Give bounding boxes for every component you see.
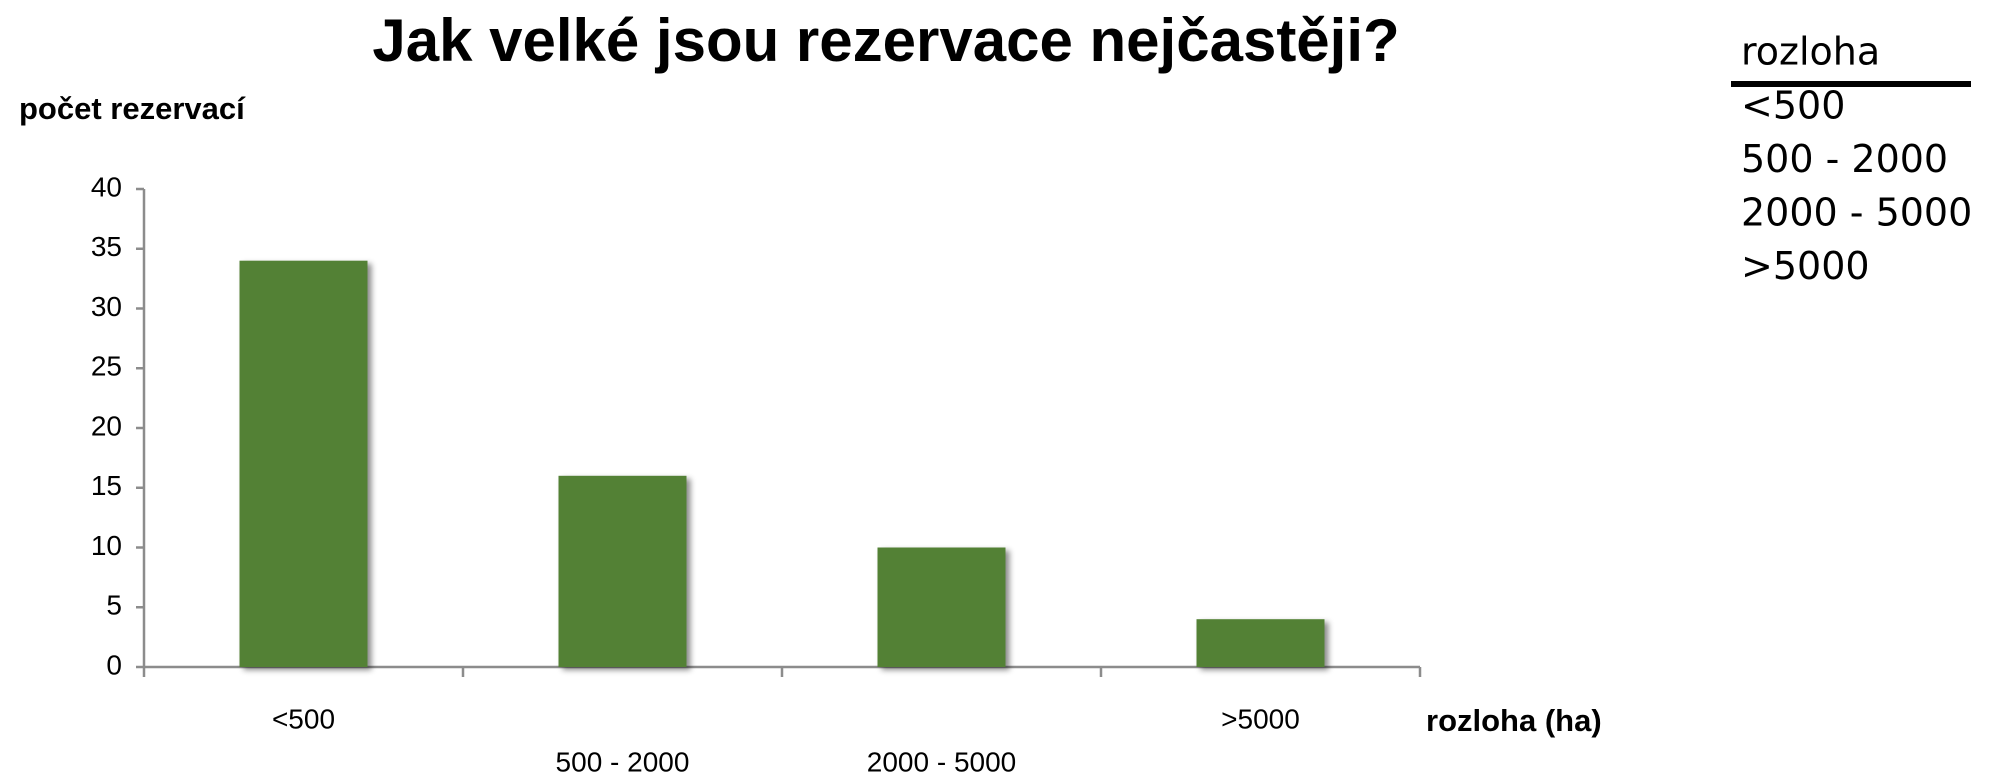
y-tick-label: 35 xyxy=(91,231,122,262)
chart-title: Jak velké jsou rezervace nejčastěji? xyxy=(372,7,1399,74)
legend-row: <500 xyxy=(1741,84,1845,128)
legend-title: rozloha xyxy=(1741,30,1880,74)
y-tick-label: 10 xyxy=(91,530,122,561)
bar xyxy=(558,475,687,667)
y-tick-label: 15 xyxy=(91,470,122,501)
x-axis-label: rozloha (ha) xyxy=(1426,703,1602,738)
bar xyxy=(239,260,368,667)
x-tick-label: >5000 xyxy=(1221,703,1300,734)
x-tick-label: <500 xyxy=(272,703,335,734)
legend-row: >5000 xyxy=(1741,244,1870,288)
bar xyxy=(877,547,1006,667)
y-tick-label: 25 xyxy=(91,351,122,382)
y-axis-label: počet rezervací xyxy=(19,91,246,126)
legend-row: 500 - 2000 xyxy=(1741,137,1948,181)
x-tick-label: 2000 - 5000 xyxy=(867,746,1016,777)
y-tick-label: 0 xyxy=(106,649,122,680)
y-tick-label: 40 xyxy=(91,171,122,202)
y-tick-label: 20 xyxy=(91,410,122,441)
x-tick-label: 500 - 2000 xyxy=(556,746,690,777)
legend-row: 2000 - 5000 xyxy=(1741,191,1972,235)
y-tick-label: 30 xyxy=(91,291,122,322)
bar xyxy=(1196,619,1325,667)
y-tick-label: 5 xyxy=(106,590,122,621)
